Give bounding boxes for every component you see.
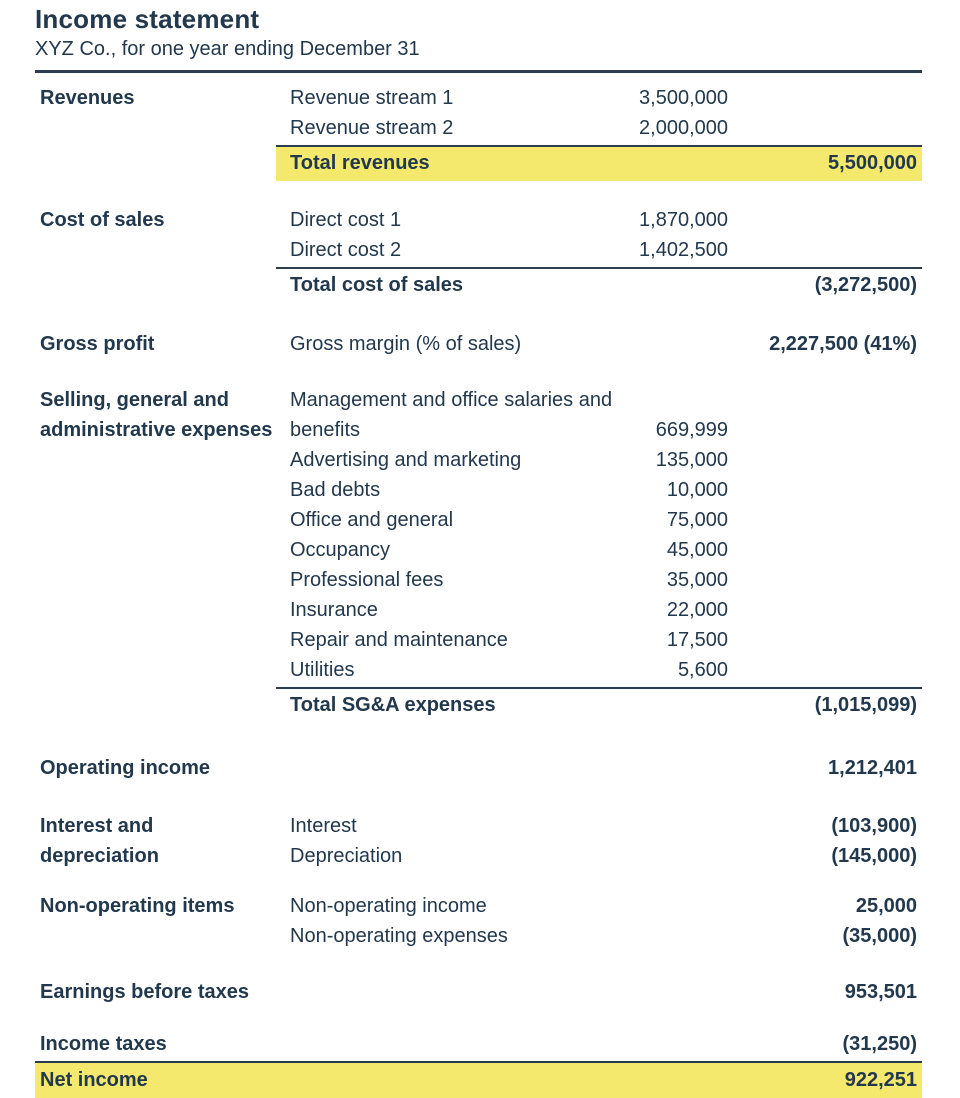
header-divider [35,70,922,73]
item-value: 22,000 [666,599,728,621]
section-label: Selling, general and administrative expe… [40,389,273,441]
item-label: Revenue stream 2 [290,117,454,139]
section-interest-depreciation: Interest and depreciation Interest (103,… [35,811,922,871]
table-row: 953,501 [285,977,922,1007]
page-subtitle: XYZ Co., for one year ending December 31 [35,38,420,60]
total-value: 1,212,401 [828,757,917,779]
total-revenues-row: Total revenues 5,500,000 [276,145,922,181]
total-cost-of-sales-row: Total cost of sales (3,272,500) [276,267,922,303]
total-label: Total revenues [290,152,430,174]
table-row: Bad debts 10,000 [285,475,922,505]
total-sga-row: Total SG&A expenses (1,015,099) [276,687,922,723]
item-value: 3,500,000 [639,87,728,109]
total-value: 25,000 [855,895,917,917]
item-label: Bad debts [290,479,381,501]
item-value: 10,000 [666,479,728,501]
table-row: Depreciation (145,000) [285,841,922,871]
total-value: (1,015,099) [814,694,917,716]
item-value: 135,000 [655,449,728,471]
total-value: (35,000) [842,925,918,947]
item-value: 1,402,500 [639,239,728,261]
table-row: (31,250) [285,1029,922,1059]
section-gross-profit: Gross profit Gross margin (% of sales) 2… [35,329,922,359]
table-row: Revenue stream 1 3,500,000 [285,83,922,113]
item-value: 5,600 [677,659,728,681]
net-income-row: Net income 922,251 [35,1061,922,1098]
section-label: Net income [40,1069,148,1091]
item-value: 35,000 [666,569,728,591]
total-value: (3,272,500) [814,274,917,296]
item-label: Advertising and marketing [290,449,522,471]
section-cost-of-sales: Cost of sales Direct cost 1 1,870,000 Di… [35,205,922,303]
table-row: Direct cost 1 1,870,000 [285,205,922,235]
table-row: Utilities 5,600 [285,655,922,685]
section-label: Non-operating items [40,895,235,917]
item-label: Professional fees [290,569,444,591]
total-value: 5,500,000 [828,152,917,174]
section-label: Income taxes [40,1033,167,1055]
total-label: Total SG&A expenses [290,694,496,716]
section-operating-income: Operating income 1,212,401 [35,753,922,783]
table-row: Repair and maintenance 17,500 [285,625,922,655]
table-row: Direct cost 2 1,402,500 [285,235,922,265]
table-row: Non-operating income 25,000 [285,891,922,921]
total-value: 2,227,500 (41%) [769,333,917,355]
table-row: Office and general 75,000 [285,505,922,535]
item-label: Revenue stream 1 [290,87,454,109]
item-label: Non-operating income [290,895,487,917]
section-label: Revenues [40,87,135,109]
total-value: (103,900) [831,815,917,837]
item-label: Repair and maintenance [290,629,508,651]
section-label: Gross profit [40,333,155,355]
section-non-operating: Non-operating items Non-operating income… [35,891,922,951]
item-label: Management and office salaries and benef… [290,389,613,441]
section-earnings-before-taxes: Earnings before taxes 953,501 [35,977,922,1007]
table-row: 1,212,401 [285,753,922,783]
section-label: Interest and depreciation [40,815,159,867]
item-label: Direct cost 1 [290,209,402,231]
item-value: 2,000,000 [639,117,728,139]
item-label: Occupancy [290,539,391,561]
item-label: Depreciation [290,845,403,867]
table-row: Advertising and marketing 135,000 [285,445,922,475]
item-label: Office and general [290,509,454,531]
total-value: (145,000) [831,845,917,867]
item-value: 45,000 [666,539,728,561]
item-value: 75,000 [666,509,728,531]
item-label: Gross margin (% of sales) [290,333,522,355]
item-value: 17,500 [666,629,728,651]
table-row: Gross margin (% of sales) 2,227,500 (41%… [285,329,922,359]
section-sga: Selling, general and administrative expe… [35,385,922,723]
table-row: Interest (103,900) [285,811,922,841]
section-label: Earnings before taxes [40,981,249,1003]
total-value: 953,501 [844,981,917,1003]
table-row: Occupancy 45,000 [285,535,922,565]
item-label: Interest [290,815,357,837]
section-revenues: Revenues Revenue stream 1 3,500,000 Reve… [35,83,922,181]
section-label: Operating income [40,757,211,779]
item-value: 1,870,000 [639,209,728,231]
table-row: Professional fees 35,000 [285,565,922,595]
page-title: Income statement [35,4,260,34]
table-row: Non-operating expenses (35,000) [285,921,922,951]
section-label: Cost of sales [40,209,165,231]
table-row: Management and office salaries and benef… [285,385,922,445]
item-label: Utilities [290,659,355,681]
section-income-taxes: Income taxes (31,250) [35,1029,922,1059]
item-label: Direct cost 2 [290,239,402,261]
table-row: Insurance 22,000 [285,595,922,625]
table-row: Revenue stream 2 2,000,000 [285,113,922,143]
item-label: Non-operating expenses [290,925,508,947]
item-value: 669,999 [655,419,728,441]
item-label: Insurance [290,599,378,621]
total-label: Total cost of sales [290,274,464,296]
total-value: (31,250) [842,1033,918,1055]
total-value: 922,251 [844,1069,917,1091]
